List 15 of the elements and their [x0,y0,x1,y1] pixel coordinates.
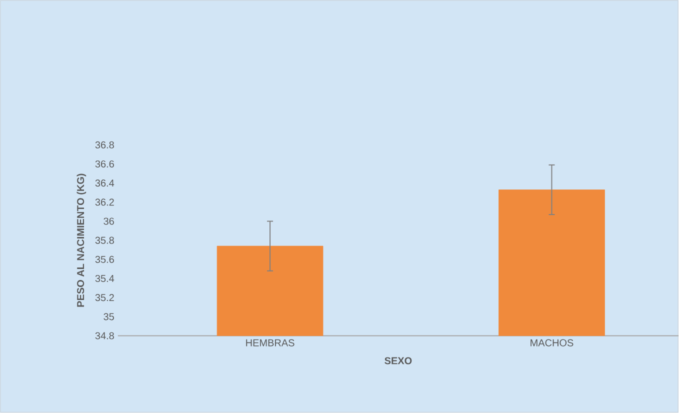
x-tick-label: HEMBRAS [246,339,294,347]
y-tick-label: 36.8 [95,142,114,149]
y-tick-label: 35.8 [95,236,114,244]
y-tick-label: 36.4 [95,180,114,187]
y-tick-label: 35 [104,313,114,320]
x-tick-label: MACHOS [530,339,574,347]
y-tick-label: 35.2 [95,294,114,302]
x-axis-title: SEXO [384,357,412,364]
y-tick-label: 35.4 [95,275,114,282]
y-tick-label: 34.8 [95,332,114,340]
y-axis-title: PESO AL NACIMIENTO (KG) [76,174,86,307]
y-tick-label: 36 [104,218,114,225]
y-tick-label: 35.6 [95,256,114,264]
y-tick-label: 36.2 [95,198,114,206]
y-tick-label: 36.6 [95,160,114,168]
